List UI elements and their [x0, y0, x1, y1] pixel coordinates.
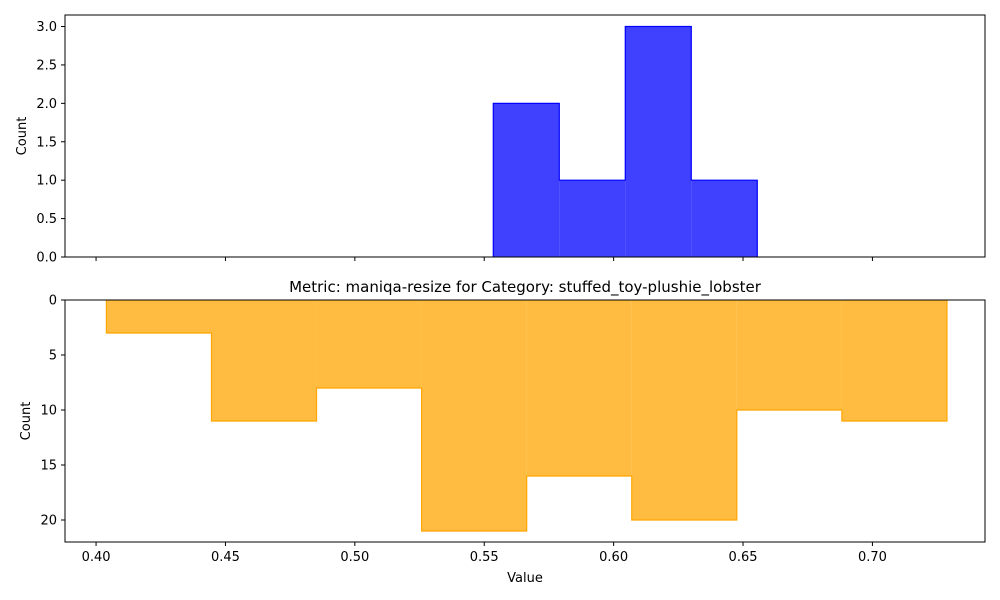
- bottom-x-tick-label-5: 0.60: [599, 550, 628, 565]
- top-y-tick-label-4: 1.5: [36, 135, 57, 150]
- top-histogram-bar-2: [559, 180, 626, 257]
- bottom-x-tick-label-6: 0.65: [729, 550, 758, 565]
- top-y-tick-label-2: 0.5: [36, 212, 57, 227]
- top-axes-frame: [64, 14, 986, 258]
- bottom-x-tick-label-7: 0.70: [858, 550, 887, 565]
- bottom-y-tick-label-4: 15: [40, 459, 57, 474]
- bottom-histogram-bar-3: [316, 300, 422, 388]
- bottom-y-ticks: 0 5 10 15 20: [40, 294, 65, 529]
- bottom-histogram-bar-1: [106, 300, 212, 333]
- bottom-y-tick-label-3: 10: [40, 404, 57, 419]
- top-y-tick-label-3: 1.0: [36, 174, 57, 189]
- top-x-ticks: [95, 257, 873, 261]
- bottom-x-tick-label-1: 0.40: [82, 550, 111, 565]
- top-y-tick-label-7: 3.0: [36, 20, 57, 35]
- bottom-histogram-outline: [105, 300, 948, 532]
- bottom-x-ticks: 0.40 0.45 0.50 0.55 0.60 0.65 0.70: [82, 542, 887, 565]
- top-histogram-bar-1: [493, 103, 560, 257]
- bottom-y-tick-label-2: 5: [49, 349, 57, 364]
- bottom-histogram: Metric: maniqa-resize for Category: stuf…: [19, 278, 986, 586]
- bottom-y-axis-label: Count: [19, 402, 34, 441]
- bottom-histogram-bar-6: [631, 300, 737, 520]
- bottom-chart-title: Metric: maniqa-resize for Category: stuf…: [289, 278, 762, 297]
- bottom-plot-area: [105, 300, 948, 532]
- top-y-tick-label-5: 2.0: [36, 97, 57, 112]
- top-histogram-outline: [492, 25, 758, 257]
- bottom-histogram-bar-7: [736, 300, 842, 410]
- top-y-tick-label-6: 2.5: [36, 58, 57, 73]
- bottom-y-tick-label-5: 20: [40, 514, 57, 529]
- bottom-x-tick-label-4: 0.55: [470, 550, 499, 565]
- top-y-ticks: 0.0 0.5 1.0 1.5 2.0 2.5 3.0: [36, 20, 65, 266]
- bottom-y-tick-label-1: 0: [49, 294, 57, 309]
- top-histogram: 0.0 0.5 1.0 1.5 2.0 2.5 3.0 Count: [15, 14, 986, 266]
- top-histogram-bar-4: [691, 180, 758, 257]
- bottom-x-tick-label-2: 0.45: [211, 550, 240, 565]
- bottom-histogram-bar-8: [841, 300, 947, 421]
- bottom-x-axis-label: Value: [507, 571, 543, 586]
- top-histogram-bar-3: [625, 26, 692, 258]
- top-y-tick-label-1: 0.0: [36, 251, 57, 266]
- bottom-histogram-bar-5: [526, 300, 632, 476]
- bottom-histogram-bar-2: [211, 300, 317, 421]
- top-y-axis-label: Count: [15, 117, 30, 156]
- bottom-histogram-bar-4: [421, 300, 527, 531]
- bottom-axes-frame: [64, 299, 986, 543]
- top-plot-area: [492, 25, 758, 258]
- bottom-x-tick-label-3: 0.50: [340, 550, 369, 565]
